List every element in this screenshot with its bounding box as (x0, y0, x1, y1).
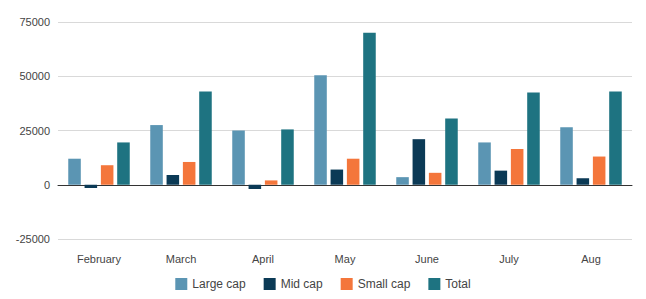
svg-text:Large cap: Large cap (192, 277, 246, 291)
svg-text:Small cap: Small cap (358, 277, 411, 291)
svg-text:March: March (166, 253, 197, 265)
svg-text:Mid cap: Mid cap (281, 277, 323, 291)
svg-text:July: July (499, 253, 519, 265)
svg-text:25000: 25000 (19, 125, 50, 137)
svg-text:June: June (415, 253, 439, 265)
svg-text:April: April (252, 253, 274, 265)
svg-text:0: 0 (44, 179, 50, 191)
svg-text:Aug: Aug (581, 253, 601, 265)
svg-text:-25000: -25000 (16, 233, 50, 245)
svg-text:Total: Total (445, 277, 470, 291)
svg-text:50000: 50000 (19, 70, 50, 82)
svg-text:75000: 75000 (19, 16, 50, 28)
svg-text:February: February (77, 253, 122, 265)
svg-text:May: May (335, 253, 356, 265)
